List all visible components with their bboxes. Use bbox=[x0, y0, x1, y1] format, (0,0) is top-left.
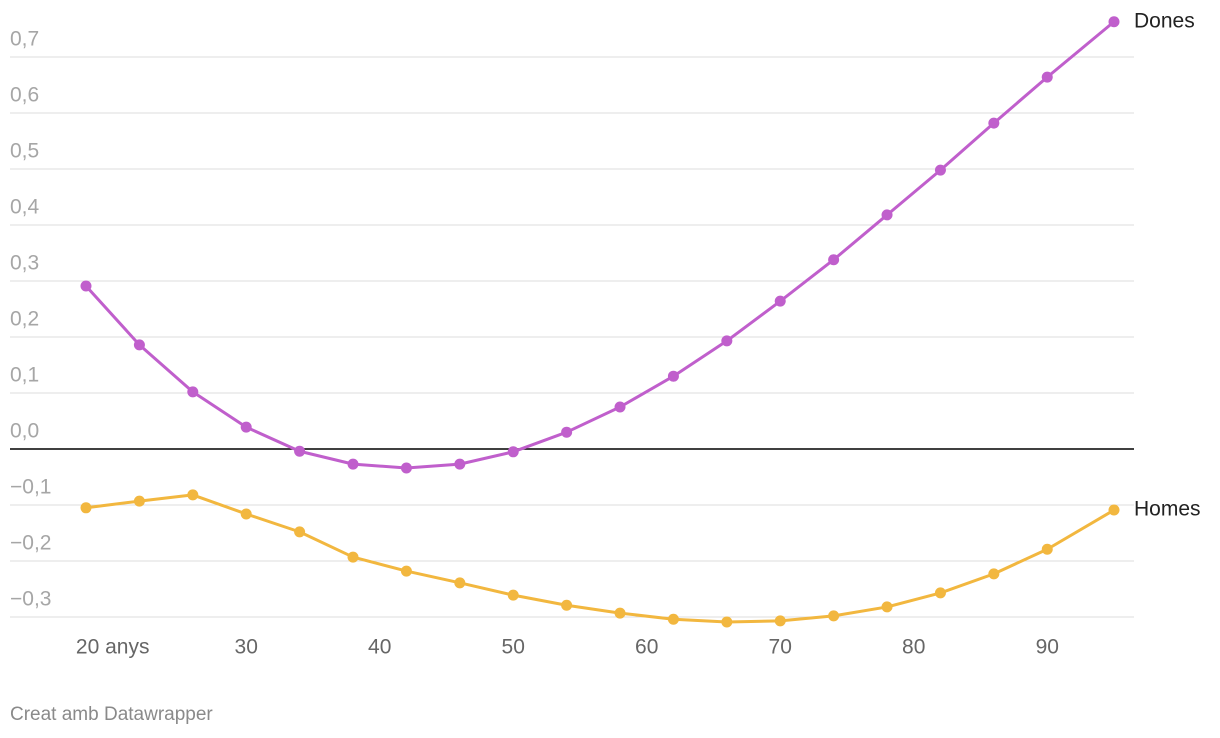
data-point bbox=[667, 370, 679, 382]
data-point bbox=[881, 601, 893, 613]
x-tick-label: 40 bbox=[368, 636, 391, 659]
data-point bbox=[1108, 504, 1120, 516]
data-point bbox=[881, 209, 893, 221]
data-point bbox=[347, 458, 359, 470]
y-tick-label: −0,3 bbox=[10, 588, 51, 611]
data-point bbox=[294, 445, 306, 457]
data-point bbox=[240, 508, 252, 520]
data-point bbox=[133, 495, 145, 507]
data-point bbox=[400, 462, 412, 474]
x-tick-label: 50 bbox=[502, 636, 525, 659]
x-tick-label: 20 anys bbox=[76, 636, 150, 659]
y-tick-label: 0,6 bbox=[10, 84, 39, 107]
source-note: Creat amb Datawrapper bbox=[10, 704, 213, 725]
series-line bbox=[84, 20, 1115, 470]
data-point bbox=[934, 587, 946, 599]
data-point bbox=[721, 616, 733, 628]
data-point bbox=[133, 339, 145, 351]
data-point bbox=[187, 386, 199, 398]
data-point bbox=[454, 458, 466, 470]
y-tick-label: 0,0 bbox=[10, 420, 39, 443]
series-label: Dones bbox=[1134, 9, 1195, 32]
data-point bbox=[988, 568, 1000, 580]
x-tick-label: 30 bbox=[235, 636, 258, 659]
data-point bbox=[774, 295, 786, 307]
data-point bbox=[80, 280, 92, 292]
series-line bbox=[85, 493, 1115, 624]
x-tick-label: 60 bbox=[635, 636, 658, 659]
data-point bbox=[614, 401, 626, 413]
data-point bbox=[561, 599, 573, 611]
series-label: Homes bbox=[1134, 498, 1201, 521]
data-point bbox=[721, 335, 733, 347]
data-point bbox=[347, 551, 359, 563]
data-point bbox=[667, 613, 679, 625]
data-point bbox=[934, 164, 946, 176]
y-tick-label: 0,7 bbox=[10, 28, 39, 51]
x-tick-label: 70 bbox=[769, 636, 792, 659]
data-point bbox=[80, 502, 92, 514]
data-point bbox=[187, 489, 199, 501]
data-point bbox=[507, 446, 519, 458]
data-point bbox=[561, 426, 573, 438]
y-tick-label: −0,2 bbox=[10, 532, 51, 555]
data-point bbox=[1108, 16, 1120, 28]
y-tick-label: 0,1 bbox=[10, 364, 39, 387]
data-point bbox=[988, 117, 1000, 129]
data-point bbox=[240, 421, 252, 433]
data-point bbox=[828, 254, 840, 266]
data-point bbox=[614, 607, 626, 619]
y-tick-label: 0,4 bbox=[10, 196, 40, 219]
data-point bbox=[1041, 71, 1053, 83]
data-point bbox=[774, 615, 786, 627]
y-tick-label: 0,5 bbox=[10, 140, 39, 163]
x-tick-label: 80 bbox=[902, 636, 925, 659]
x-tick-label: 90 bbox=[1036, 636, 1059, 659]
data-point bbox=[454, 577, 466, 589]
data-point bbox=[294, 526, 306, 538]
y-tick-label: 0,2 bbox=[10, 308, 39, 331]
data-point bbox=[507, 589, 519, 601]
data-point bbox=[828, 610, 840, 622]
y-tick-label: −0,1 bbox=[10, 476, 51, 499]
y-tick-label: 0,3 bbox=[10, 252, 39, 275]
data-point bbox=[400, 565, 412, 577]
data-point bbox=[1041, 543, 1053, 555]
